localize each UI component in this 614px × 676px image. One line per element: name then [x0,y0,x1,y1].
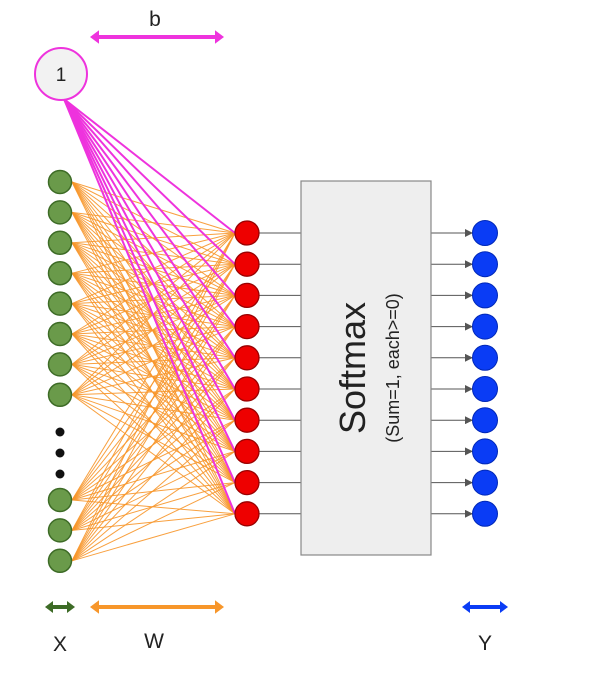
input-ellipsis [55,427,65,479]
weight-line [71,232,236,501]
weight-line [71,357,236,396]
output-node [472,220,498,246]
weight-line [71,394,236,484]
weight-line [71,388,236,562]
hidden-node [234,282,260,309]
input-node [47,487,73,513]
hidden-to-softmax-connectors [259,232,301,515]
output-node [472,469,498,496]
input-node [47,352,73,377]
bias-connections [63,98,236,515]
bias-line [63,98,236,359]
bias-arrow-label: b [149,8,161,31]
bias-line [63,98,236,484]
weight-line [71,181,236,234]
weight-line [71,482,236,562]
bias-line [63,98,236,328]
weight-line [71,232,236,244]
hidden-node [234,220,260,246]
bias-dimension-arrow [90,30,224,44]
input-node [47,200,73,225]
output-node [472,407,498,434]
bias-line [63,98,236,421]
output-node [472,313,498,340]
hidden-node [234,313,260,340]
input-node [47,169,73,195]
y-label: Y [478,632,492,655]
bias-line [63,98,236,234]
weight-line [71,232,236,531]
weight-line [71,388,236,396]
input-node [47,518,73,543]
weight-line [71,294,236,396]
weight-line [71,326,236,396]
input-node [47,382,73,408]
bias-line [63,98,236,452]
output-node [472,282,498,309]
bias-line [63,98,236,297]
weight-line [71,513,236,562]
weight-line [71,232,236,274]
output-node [472,438,498,465]
w-label: W [144,630,164,653]
hidden-layer [234,220,260,527]
bias-line [63,98,236,265]
weight-line [71,450,236,562]
dimension-arrows [45,30,508,614]
output-node [472,376,498,402]
weight-connections [71,181,236,562]
bias-node-label: 1 [56,65,67,86]
weight-line [71,419,236,562]
input-layer [47,169,73,574]
weight-line [71,326,236,562]
bias-node: 1 [34,47,88,101]
ellipsis-dot [55,448,65,458]
weight-line [71,394,236,515]
output-node [472,251,498,278]
w-dimension-arrow [90,600,224,614]
hidden-node [234,376,260,402]
weight-line [71,232,236,562]
input-node [47,321,73,347]
input-node [47,548,73,574]
hidden-node [234,251,260,277]
ellipsis-dot [55,469,65,479]
weight-line [71,295,236,562]
weight-line [71,211,236,234]
hidden-node [234,407,260,433]
softmax-to-output-arrows [431,229,473,518]
hidden-node [234,501,260,527]
softmax-box [300,180,432,556]
ellipsis-dot [55,427,65,437]
softmax-subtitle: (Sum=1, each>=0) [383,293,403,443]
input-node [47,291,73,316]
softmax-title: Softmax [332,302,373,434]
hidden-node [234,469,260,496]
bias-line [63,98,236,390]
input-node [47,230,73,256]
weight-line [71,263,236,562]
output-node [472,500,498,527]
weight-line [71,394,236,421]
input-node [47,260,73,286]
bias-line [63,98,236,515]
hidden-node [234,438,260,465]
output-layer [472,220,498,527]
x-label: X [53,633,67,656]
weight-line [71,357,236,562]
y-dimension-arrow [462,601,508,613]
x-dimension-arrow [45,601,75,613]
weight-line [71,263,236,396]
weight-line [71,394,236,452]
hidden-node [234,345,260,371]
output-node [472,344,498,371]
